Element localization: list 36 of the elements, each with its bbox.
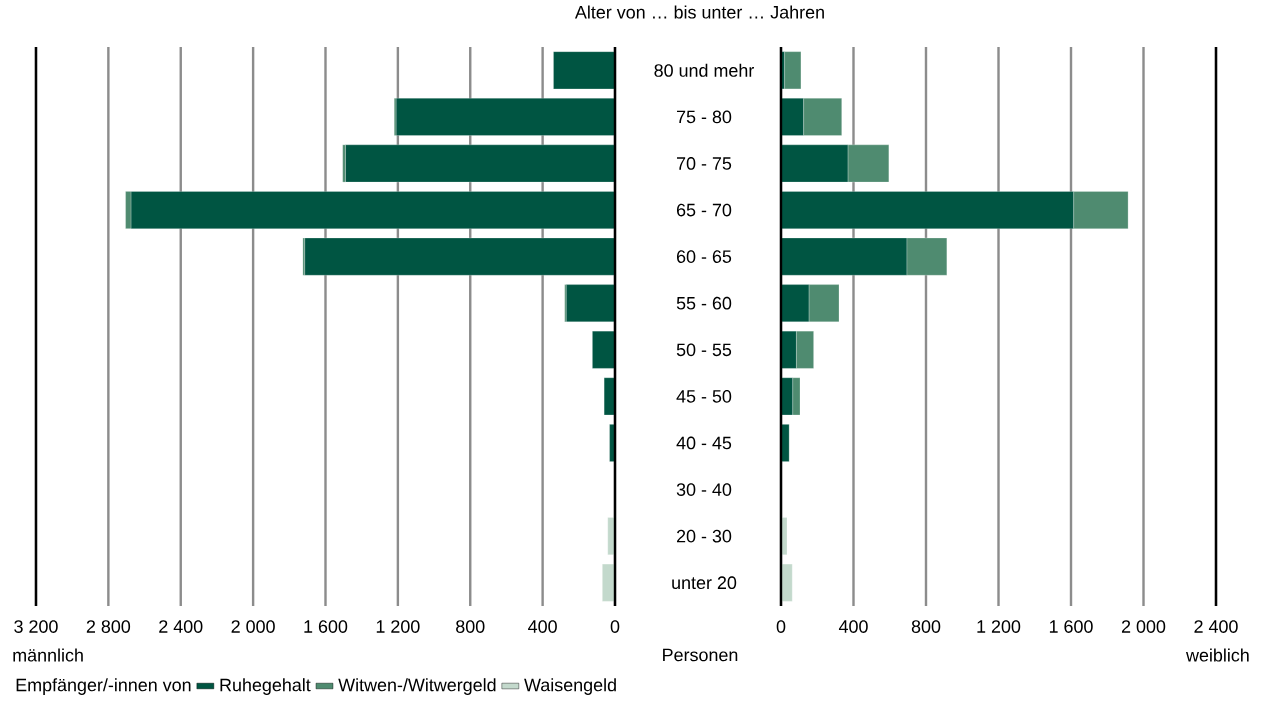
x-tick-label: 400 <box>528 620 557 633</box>
x-axis-title: weiblich <box>1185 648 1249 662</box>
x-tick-label: 800 <box>911 620 941 633</box>
x-tick-label: 0 <box>776 620 786 633</box>
y-tick-label: 55 - 60 <box>676 296 732 310</box>
x-tick-label: 2 400 <box>159 620 203 633</box>
y-tick-label: 70 - 75 <box>677 157 732 170</box>
x-tick-label: 400 <box>838 620 868 633</box>
x-tick-label: 1 600 <box>304 620 348 633</box>
legend-label: Ruhegehalt <box>220 678 311 695</box>
x-tick-label: 1 600 <box>1049 620 1093 633</box>
text: Personen <box>663 648 738 662</box>
x-axis-title: männlich <box>13 648 83 662</box>
x-tick-label: 3 200 <box>14 620 58 633</box>
y-tick-label: 20 - 30 <box>676 529 732 543</box>
legend-label: Waisengeld <box>524 678 616 695</box>
y-tick-label: 40 - 45 <box>676 436 732 450</box>
y-tick-label: 65 - 70 <box>676 203 732 217</box>
x-tick-label: 2 000 <box>1121 620 1166 633</box>
y-tick-label: 60 - 65 <box>676 250 732 263</box>
legend-label: Witwen-/Witwergeld <box>338 678 496 695</box>
y-tick-label: 75 - 80 <box>677 110 732 124</box>
y-tick-label: 30 - 40 <box>676 483 732 496</box>
x-tick-label: 0 <box>610 620 620 633</box>
y-tick-label: 45 - 50 <box>676 390 732 403</box>
x-tick-label: 2 800 <box>86 620 131 633</box>
x-tick-label: 2 400 <box>1194 620 1238 633</box>
x-tick-label: 800 <box>456 620 485 633</box>
x-tick-label: 1 200 <box>977 620 1021 633</box>
y-tick-label: 80 und mehr <box>654 63 755 77</box>
y-tick-label: unter 20 <box>672 576 737 590</box>
chart-title: Alter von … bis unter … Jahren <box>574 5 824 19</box>
y-tick-label: 50 - 55 <box>676 343 732 357</box>
x-tick-label: 2 000 <box>231 620 275 633</box>
legend-title: Empfänger/-innen von <box>16 678 191 695</box>
x-tick-label: 1 200 <box>376 620 420 633</box>
